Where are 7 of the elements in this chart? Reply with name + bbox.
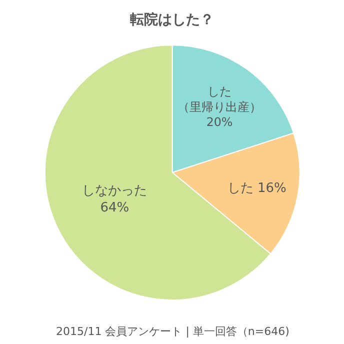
slice-label: しなかった xyxy=(82,184,148,199)
category-label: した 16% xyxy=(227,181,286,196)
data-label: 20% xyxy=(206,115,233,130)
text: 2015/11 会員アンケート | 単一回答（n=646) xyxy=(56,325,290,338)
data-label: 64% xyxy=(100,200,130,216)
chart-title: 転院はした？ xyxy=(129,10,214,28)
slice-label: した（里帰り出産） xyxy=(178,84,262,114)
